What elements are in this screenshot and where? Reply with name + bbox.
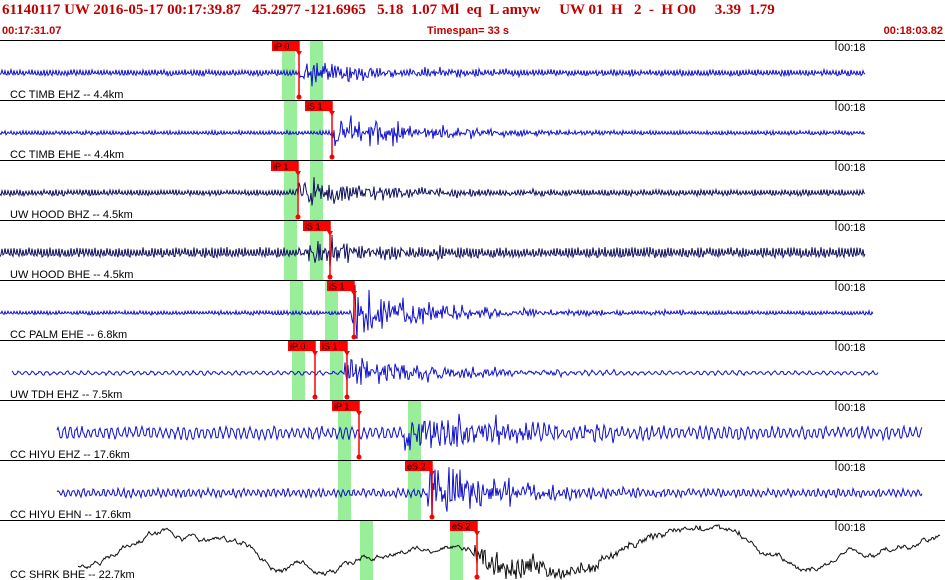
pick-window: [330, 340, 343, 400]
trace-panel[interactable]: 00:18 iS 1 CC PALM EHE -- 6.8km: [0, 280, 945, 341]
trace-panel[interactable]: 00:18 iP 1 UW HOOD BHZ -- 4.5km: [0, 160, 945, 221]
seismogram-panels[interactable]: 00:18 iP 0 CC TIMB EHZ -- 4.4km 00:18 iS 1 CC…: [0, 40, 945, 580]
pick-end-dot: [296, 94, 302, 100]
pick-end-dot: [351, 334, 357, 340]
station-label: CC SHRK BHE -- 22.7km: [10, 569, 135, 580]
pick-label: iS 1: [305, 222, 321, 232]
pick-flag[interactable]: [332, 401, 359, 411]
pick-label: eS 2: [452, 522, 471, 532]
pick-window: [338, 460, 351, 520]
pick-window: [282, 40, 295, 100]
event-header: 61140117 UW 2016-05-17 00:17:39.87 45.29…: [0, 0, 945, 40]
pick-marker-icon: [474, 531, 480, 536]
pick-window: [284, 100, 297, 160]
pick-flag[interactable]: [405, 461, 432, 471]
pick-label: iP 0: [290, 342, 305, 352]
station-label: UW TDH EHZ -- 7.5km: [10, 389, 122, 401]
station-label: CC TIMB EHE -- 4.4km: [10, 149, 124, 161]
pick-end-dot: [344, 394, 350, 400]
start-time: 00:17:31.07: [2, 25, 62, 37]
pick-marker-icon: [356, 411, 362, 416]
station-label: CC TIMB EHZ -- 4.4km: [10, 89, 123, 101]
pick-label: iS 1: [329, 282, 345, 292]
pick-end-dot: [356, 454, 362, 460]
pick-label: iP 0: [274, 42, 289, 52]
pick-end-dot: [327, 274, 333, 280]
timespan-label: Timespan= 33 s: [427, 25, 510, 37]
pick-window: [408, 400, 421, 460]
pick-label: iP 1: [273, 162, 288, 172]
pick-marker-icon: [351, 291, 357, 296]
pick-flag[interactable]: [271, 161, 298, 171]
time-mark-label: 00:18: [838, 282, 866, 294]
time-mark-label: 00:18: [838, 162, 866, 174]
pick-label: iS 1: [307, 102, 323, 112]
pick-end-dot: [474, 574, 480, 580]
time-mark-label: 00:18: [838, 222, 866, 234]
pick-marker-icon: [429, 471, 435, 476]
pick-end-dot: [312, 394, 318, 400]
pick-end-dot: [329, 154, 335, 160]
station-label: UW HOOD BHE -- 4.5km: [10, 269, 133, 281]
pick-marker-icon: [296, 51, 302, 56]
pick-flag[interactable]: [288, 341, 315, 351]
waveform-trace: [0, 177, 866, 206]
trace-panel[interactable]: 00:18 iP 0 CC TIMB EHZ -- 4.4km: [0, 40, 945, 101]
pick-marker-icon: [329, 111, 335, 116]
time-mark-label: 00:18: [838, 522, 866, 534]
waveform-trace: [0, 115, 866, 147]
time-mark-label: 00:18: [838, 102, 866, 114]
trace-panel[interactable]: 00:18 iS 1 UW HOOD BHE -- 4.5km: [0, 220, 945, 281]
trace-panel[interactable]: 00:18 iP 0 iS 1 UW TDH EHZ -- 7.5km: [0, 340, 945, 401]
time-mark-label: 00:18: [838, 402, 866, 414]
station-label: CC HIYU EHZ -- 17.6km: [10, 449, 130, 461]
pick-window: [450, 520, 463, 580]
pick-end-dot: [429, 514, 435, 520]
station-label: UW HOOD BHZ -- 4.5km: [10, 209, 133, 221]
trace-panel[interactable]: 00:18 iP 1 CC HIYU EHZ -- 17.6km: [0, 400, 945, 461]
pick-window: [310, 220, 323, 280]
pick-marker-icon: [327, 231, 333, 236]
time-mark-label: 00:18: [838, 462, 866, 474]
station-label: CC HIYU EHN -- 17.6km: [10, 509, 131, 521]
pick-window: [360, 520, 373, 580]
trace-panel[interactable]: 00:18 eS 2 CC SHRK BHE -- 22.7km: [0, 520, 945, 580]
pick-window: [325, 280, 338, 340]
pick-marker-icon: [344, 351, 350, 356]
pick-window: [284, 220, 297, 280]
pick-flag[interactable]: [320, 341, 347, 351]
waveform-trace: [56, 413, 923, 451]
end-time: 00:18:03.82: [883, 25, 943, 37]
pick-flag[interactable]: [327, 281, 354, 291]
pick-window: [310, 100, 323, 160]
pick-marker-icon: [312, 351, 318, 356]
waveform-trace: [77, 524, 941, 580]
waveform-trace: [0, 62, 866, 87]
pick-marker-icon: [295, 171, 301, 176]
station-label: CC PALM EHE -- 6.8km: [10, 329, 127, 341]
pick-flag[interactable]: [305, 101, 332, 111]
pick-flag[interactable]: [272, 41, 299, 51]
pick-flag[interactable]: [303, 221, 330, 231]
waveform-trace: [0, 284, 874, 340]
pick-label: iP 1: [334, 402, 349, 412]
pick-flag[interactable]: [450, 521, 477, 531]
pick-label: eS 2: [407, 462, 426, 472]
trace-panel[interactable]: 00:18 eS 2 CC HIYU EHN -- 17.6km: [0, 460, 945, 521]
time-mark-label: 00:18: [838, 342, 866, 354]
waveform-trace: [56, 467, 923, 520]
waveform-trace: [11, 357, 879, 385]
trace-panel[interactable]: 00:18 iS 1 CC TIMB EHE -- 4.4km: [0, 100, 945, 161]
event-summary-line: 61140117 UW 2016-05-17 00:17:39.87 45.29…: [2, 2, 775, 18]
pick-window: [292, 340, 305, 400]
time-mark-label: 00:18: [838, 42, 866, 54]
pick-end-dot: [295, 214, 301, 220]
pick-window: [290, 280, 303, 340]
waveform-trace: [0, 234, 866, 268]
pick-label: iS 1: [322, 342, 338, 352]
